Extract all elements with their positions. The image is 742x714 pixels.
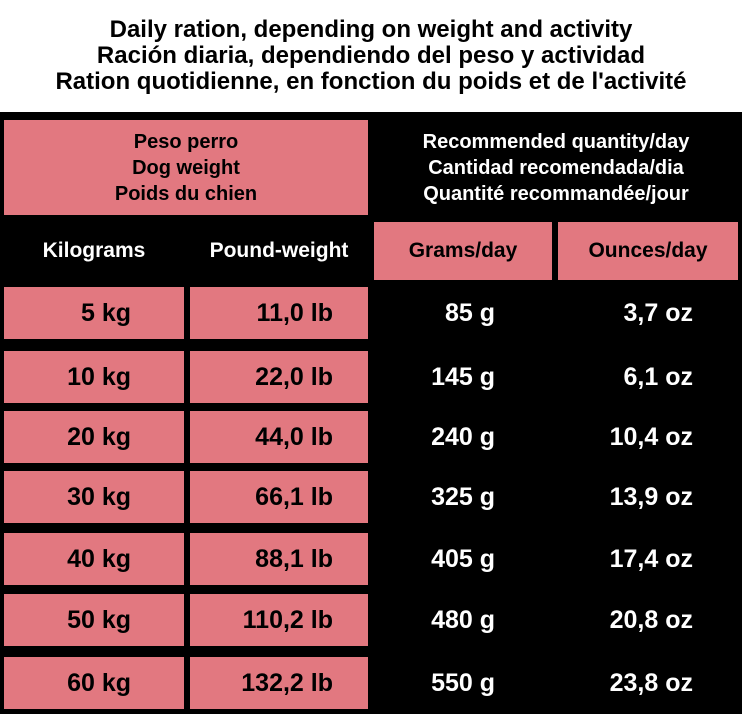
table-cell: 30 kg xyxy=(4,471,184,523)
table-cell: 3,7 oz xyxy=(558,287,738,339)
recommended-en: Recommended quantity/day xyxy=(422,130,690,153)
table-cell: 40 kg xyxy=(4,533,184,585)
recommended-es: Cantidad recomendada/dia xyxy=(428,156,684,179)
table-cell: 44,0 lb xyxy=(190,411,368,463)
table-cell: 480 g xyxy=(374,594,552,646)
title-line-es: Ración diaria, dependiendo del peso y ac… xyxy=(96,42,646,69)
table-cell: 22,0 lb xyxy=(190,351,368,403)
table-cell: 110,2 lb xyxy=(190,594,368,646)
dog-weight-header: Peso perro Dog weight Poids du chien xyxy=(4,120,368,215)
table-cell: 20,8 oz xyxy=(558,594,738,646)
table-cell: 5 kg xyxy=(4,287,184,339)
table-cell: 132,2 lb xyxy=(190,657,368,709)
table-cell: 11,0 lb xyxy=(190,287,368,339)
table-cell: 88,1 lb xyxy=(190,533,368,585)
table-cell: 325 g xyxy=(374,471,552,523)
table-cell: 13,9 oz xyxy=(558,471,738,523)
column-header: Ounces/day xyxy=(558,222,738,280)
title-line-en: Daily ration, depending on weight and ac… xyxy=(109,16,633,43)
table-cell: 6,1 oz xyxy=(558,351,738,403)
table-cell: 50 kg xyxy=(4,594,184,646)
column-header: Kilograms xyxy=(4,222,184,280)
table-cell: 17,4 oz xyxy=(558,533,738,585)
table-cell: 10 kg xyxy=(4,351,184,403)
recommended-fr: Quantité recommandée/jour xyxy=(423,182,689,205)
table-cell: 20 kg xyxy=(4,411,184,463)
table-cell: 405 g xyxy=(374,533,552,585)
title-line-fr: Ration quotidienne, en fonction du poids… xyxy=(55,68,687,95)
dog-weight-en: Dog weight xyxy=(132,156,240,179)
table-cell: 60 kg xyxy=(4,657,184,709)
table-cell: 66,1 lb xyxy=(190,471,368,523)
table-title: Daily ration, depending on weight and ac… xyxy=(0,0,742,114)
dog-weight-fr: Poids du chien xyxy=(114,182,258,205)
dog-weight-es: Peso perro xyxy=(133,130,239,153)
table-cell: 145 g xyxy=(374,351,552,403)
column-header: Pound-weight xyxy=(190,222,368,280)
table-cell: 85 g xyxy=(374,287,552,339)
table-cell: 240 g xyxy=(374,411,552,463)
recommended-quantity-header: Recommended quantity/day Cantidad recome… xyxy=(374,120,738,215)
column-header: Grams/day xyxy=(374,222,552,280)
table-cell: 10,4 oz xyxy=(558,411,738,463)
table-cell: 550 g xyxy=(374,657,552,709)
table-cell: 23,8 oz xyxy=(558,657,738,709)
